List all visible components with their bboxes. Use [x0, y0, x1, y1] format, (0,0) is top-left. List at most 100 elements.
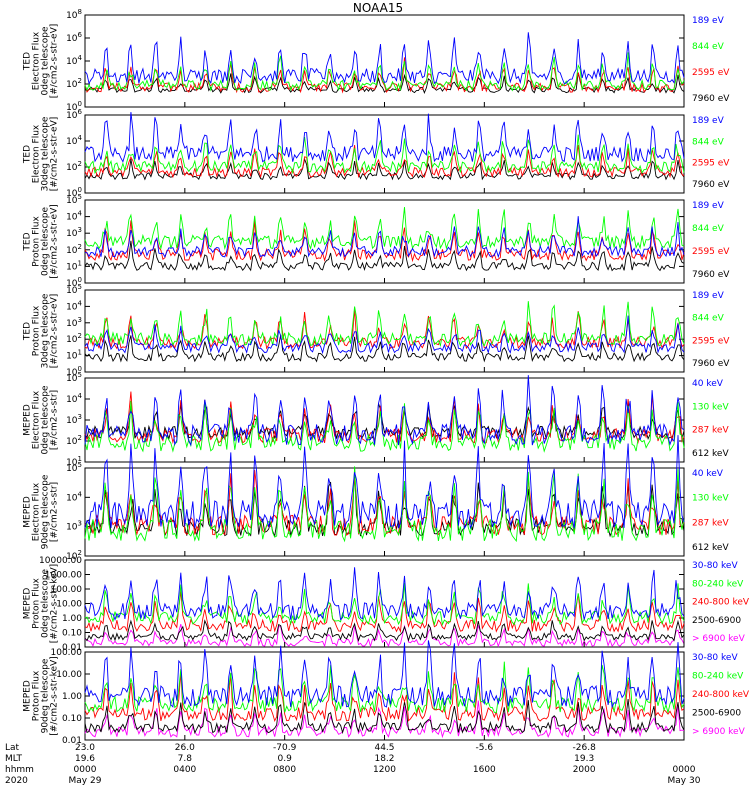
y-tick-label: 102 [66, 243, 82, 256]
y-axis-label: TEDProton Flux0deg telescope[#/cm2-s-str… [23, 204, 60, 279]
panel-5: 105 104 103 102 101 MEPEDElectron Flux0deg te… [23, 371, 730, 468]
legend-entry: 40 keV [692, 469, 724, 479]
series-line-4 [84, 315, 685, 355]
y-tick-label: 104 [66, 210, 82, 223]
y-tick-label: 104 [66, 134, 82, 147]
legend-entry: 30-80 keV [692, 561, 738, 571]
y-tick-label: 0.10 [62, 629, 82, 639]
y-tick-label: 1.00 [62, 692, 82, 702]
x-row-label: Lat [5, 743, 20, 753]
panel-7: 10000.00 1000.00 100.00 10.00 1.00 0.10 0.01ME… [23, 556, 750, 653]
series-line-5 [84, 640, 685, 709]
y-tick-label: 101 [66, 455, 82, 468]
y-tick-label: 103 [66, 413, 82, 426]
y-tick-label: 105 [66, 461, 82, 474]
legend-entry: 2500-6900 [692, 616, 741, 626]
x-tick-label: 0000 [673, 765, 696, 775]
legend-entry: 287 keV [692, 518, 729, 528]
legend-entry: 80-240 keV [692, 672, 744, 682]
panel-3: 105 104 103 102 101 100 TEDProton Flux0deg tel… [23, 193, 731, 289]
y-tick-label: 102 [66, 160, 82, 173]
y-tick-label: 102 [66, 549, 82, 562]
series-line-1 [84, 72, 685, 94]
y-tick-label: 104 [66, 392, 82, 405]
y-tick-label: 104 [66, 490, 82, 503]
y-tick-label: 106 [66, 108, 82, 121]
series-line-1 [84, 240, 685, 272]
panel-frame [84, 559, 685, 648]
y-axis-label: TEDElectron Flux0deg telescope[#/cm2-s-s… [23, 24, 60, 99]
series-line-3 [84, 52, 685, 92]
series-line-2 [84, 619, 685, 642]
panel-frame [84, 14, 685, 108]
series-line-4 [84, 112, 685, 163]
y-tick-label: 10000.00 [39, 556, 82, 566]
series-line-3 [84, 400, 685, 453]
legend-entry: 7960 eV [692, 94, 730, 104]
panel-1: 108 106 104 102 100 TEDElectron Flux0deg tele… [23, 8, 731, 113]
y-tick-label: 104 [66, 299, 82, 312]
panel-6: 105 104 103 102 MEPEDElectron Flux90deg tele… [23, 435, 729, 562]
series-line-4 [84, 216, 685, 259]
y-tick-label: 103 [66, 520, 82, 533]
series-line-4 [84, 435, 685, 530]
y-tick-label: 1000.00 [45, 571, 82, 581]
legend-entry: 240-800 keV [692, 690, 750, 700]
legend-entry: 2500-6900 [692, 709, 741, 719]
y-axis-label: MEPEDElectron Flux90deg telescope[#/cm2-… [23, 474, 60, 549]
series-line-2 [84, 308, 685, 350]
x-tick-label: 0800 [273, 765, 296, 775]
legend-entry: 2595 eV [692, 159, 730, 169]
panel-frame [84, 377, 685, 463]
x-tick-label: 0400 [173, 765, 196, 775]
y-tick-label: 10.00 [56, 670, 82, 680]
y-tick-label: 0.01 [62, 736, 82, 746]
x-tick-label: 23.0 [75, 743, 95, 753]
panel-frame [84, 467, 685, 557]
y-tick-label: 103 [66, 226, 82, 239]
x-row-label: MLT [5, 754, 23, 764]
series-line-3 [84, 672, 685, 723]
x-row-label: 2020 [5, 776, 28, 786]
legend-entry: 2595 eV [692, 336, 730, 346]
series-line-3 [84, 207, 685, 250]
y-tick-label: 101 [66, 259, 82, 272]
legend-entry: 189 eV [692, 16, 725, 26]
y-tick-label: 102 [66, 434, 82, 447]
legend-entry: > 6900 keV [692, 634, 746, 644]
series-line-2 [84, 699, 685, 735]
legend-entry: 189 eV [692, 116, 725, 126]
legend-entry: 2595 eV [692, 247, 730, 257]
x-tick-label: -70.9 [273, 743, 297, 753]
y-tick-label: 100 [66, 276, 82, 289]
series-line-5 [84, 567, 685, 621]
y-tick-label: 105 [66, 283, 82, 296]
legend-entry: 80-240 keV [692, 579, 744, 589]
y-axis-label: TEDProton Flux30deg telescope[#/cm2-s-st… [23, 293, 60, 368]
legend-entry: 240-800 keV [692, 598, 750, 608]
series-line-2 [84, 469, 685, 536]
y-tick-label: 101 [66, 349, 82, 362]
panel-4: 105 104 103 102 101 100 TEDProton Flux30deg te… [23, 283, 731, 378]
x-tick-label: 26.0 [175, 743, 195, 753]
legend-entry: 844 eV [692, 314, 725, 324]
legend-entry: 844 eV [692, 224, 725, 234]
y-tick-label: 108 [66, 8, 82, 21]
x-tick-label: 1200 [373, 765, 396, 775]
y-axis-label: MEPEDElectron Flux0deg telescope[#/cm2-s… [23, 385, 60, 455]
x-tick-label: 19.3 [574, 754, 594, 764]
x-tick-label: 2000 [573, 765, 596, 775]
y-tick-label: 0.10 [62, 714, 82, 724]
x-tick-label: -5.6 [476, 743, 494, 753]
y-tick-label: 103 [66, 316, 82, 329]
series-line-3 [84, 301, 685, 348]
y-tick-label: 106 [66, 31, 82, 44]
legend-entry: 612 keV [692, 543, 729, 553]
legend-entry: 287 keV [692, 426, 729, 436]
legend-entry: 130 keV [692, 494, 729, 504]
y-tick-label: 102 [66, 77, 82, 90]
x-row-label: hhmm [5, 765, 34, 775]
y-tick-label: 104 [66, 54, 82, 67]
